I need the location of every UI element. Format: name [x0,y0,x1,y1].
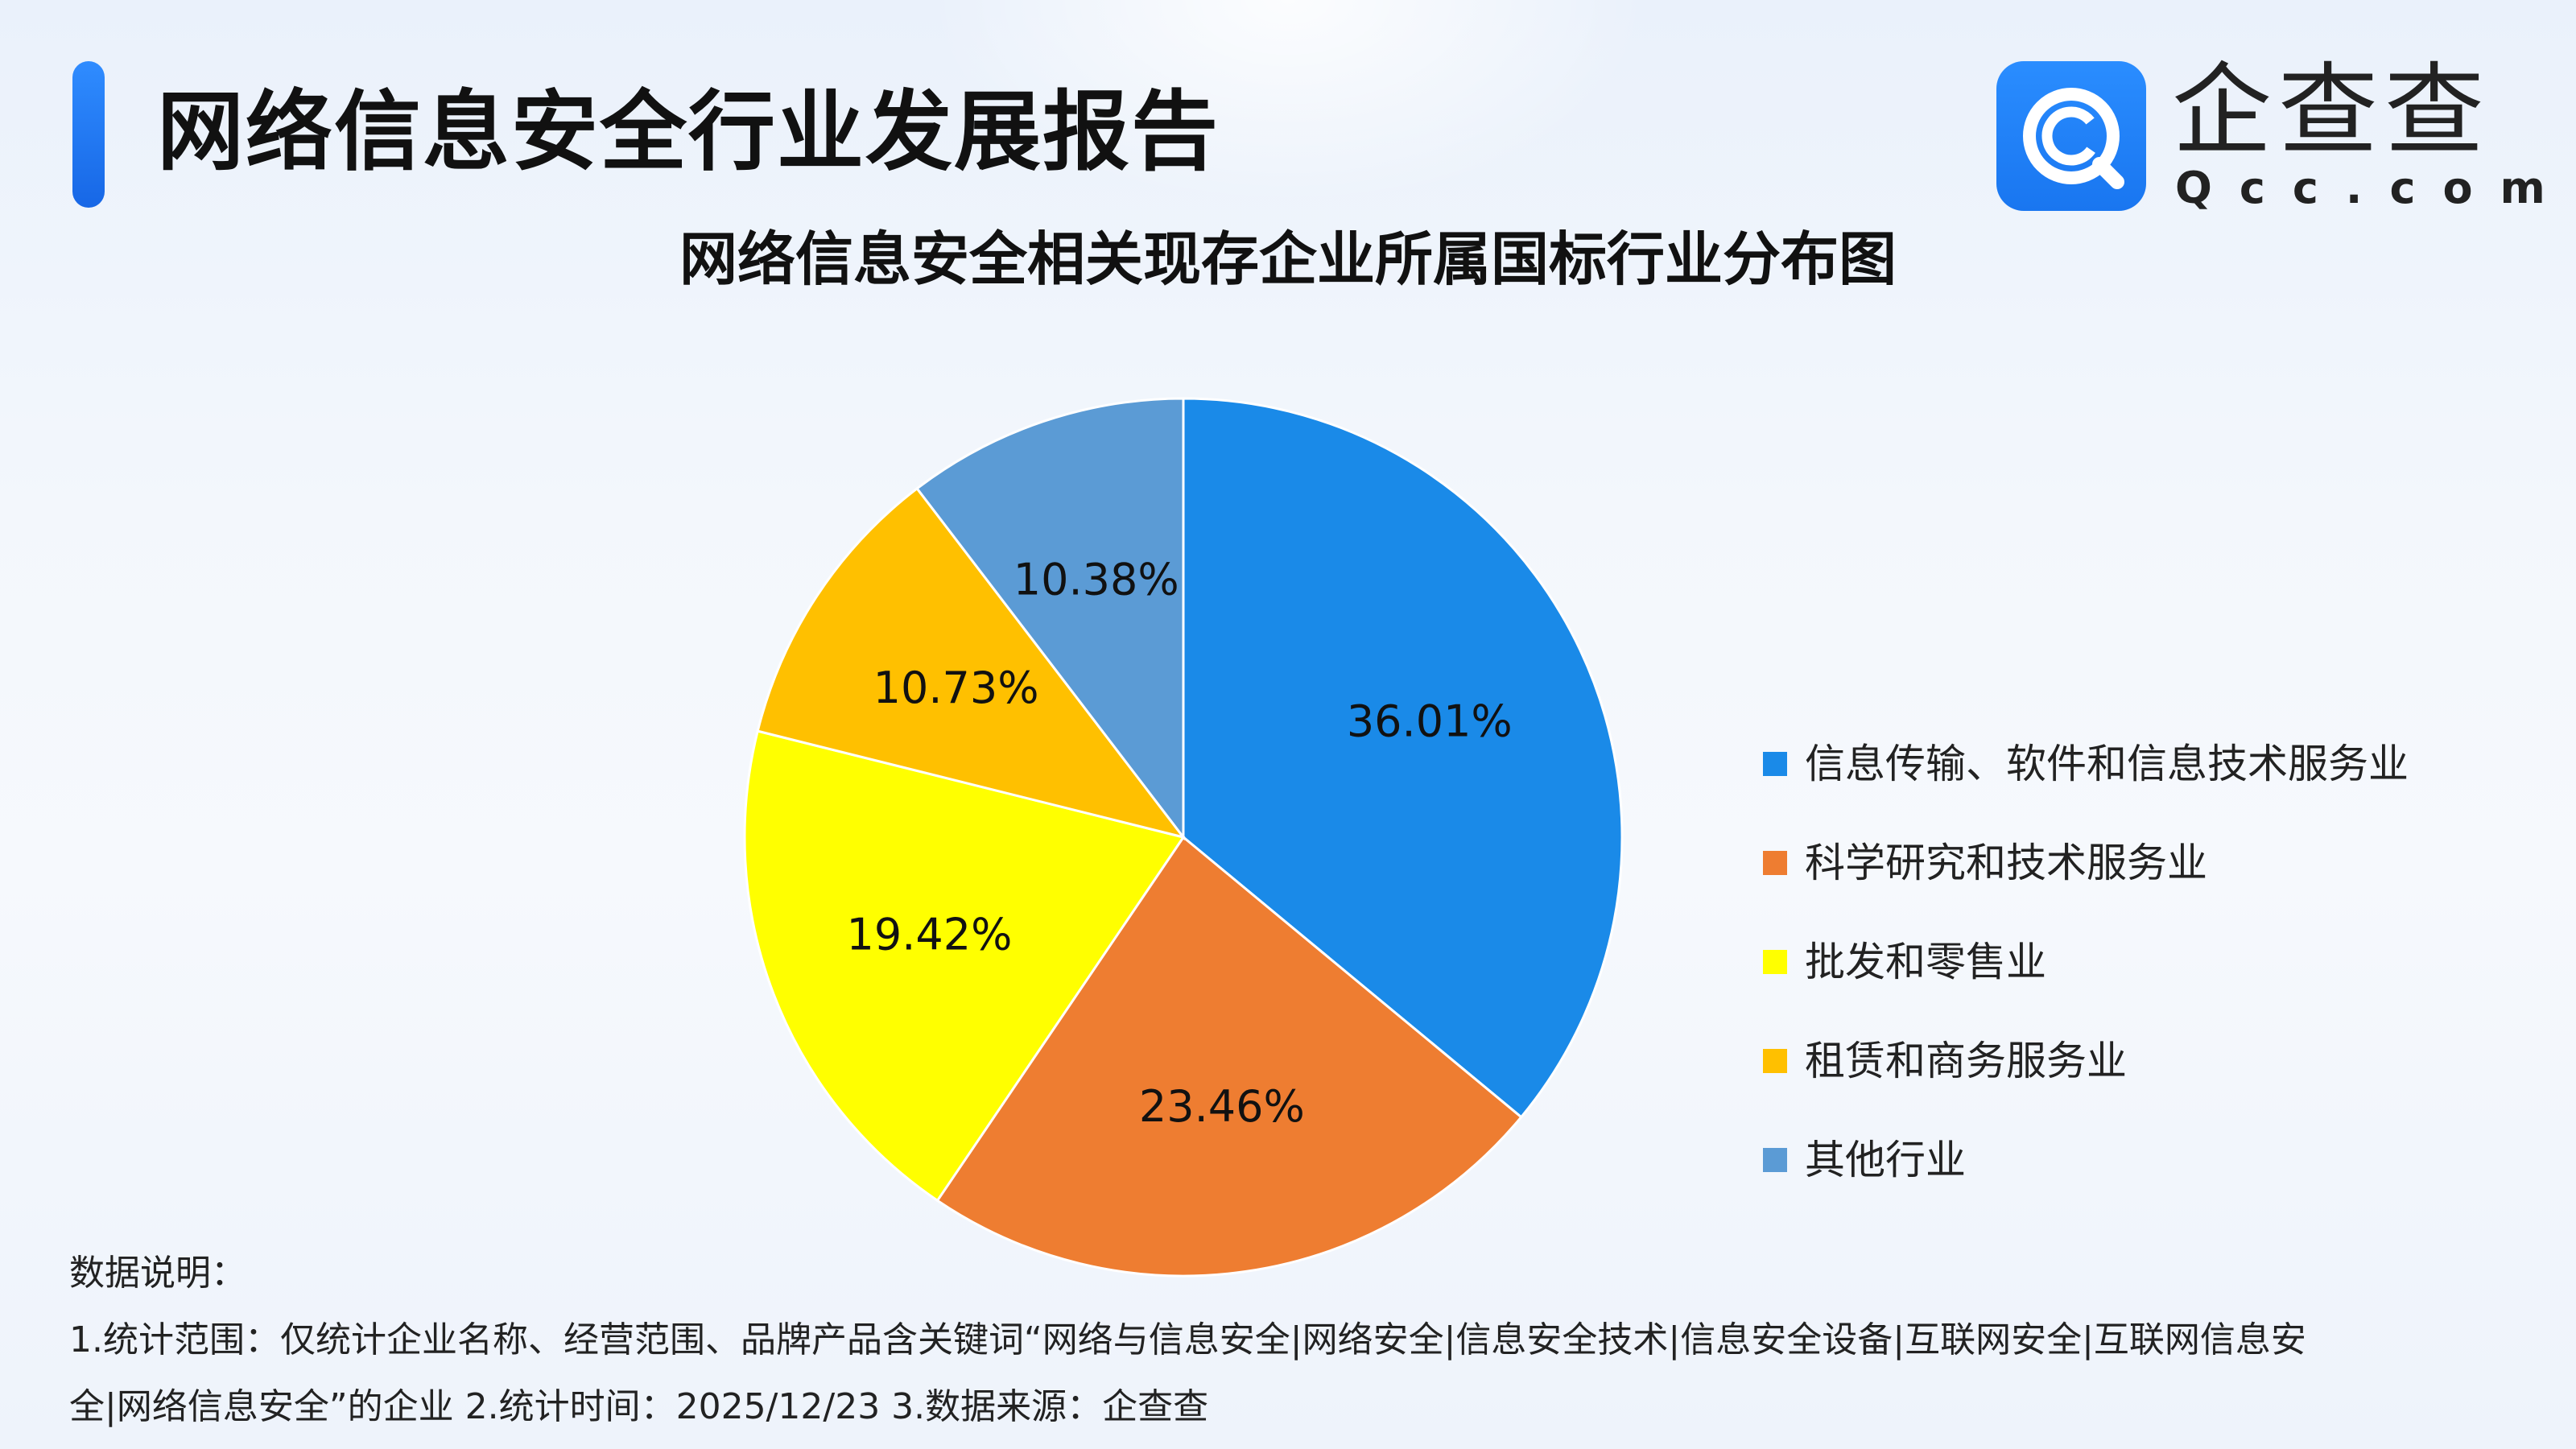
pie-slice [915,397,1185,841]
legend-label: 租赁和商务服务业 [1805,1038,2127,1084]
title-accent-bar [72,61,105,208]
chart-legend: 信息传输、软件和信息技术服务业 科学研究和技术服务业 批发和零售业 租赁和商务服… [1763,715,2560,1210]
logo-name: 企查查 [2172,53,2491,169]
pie-slice [756,486,1187,840]
legend-item: 租赁和商务服务业 [1763,1012,2560,1111]
pie-data-label: 10.38% [1013,554,1179,605]
pie-slice [1182,397,1624,1119]
data-notes: 数据说明： 1.统计范围：仅统计企业名称、经营范围、品牌产品含关键词“网络与信息… [69,1240,2508,1440]
legend-label: 科学研究和技术服务业 [1805,840,2207,886]
page-title: 网络信息安全行业发展报告 [157,82,1220,183]
legend-label: 批发和零售业 [1805,939,2046,985]
pie-slice [935,835,1523,1278]
legend-item: 信息传输、软件和信息技术服务业 [1763,715,2560,814]
notes-line: 1.统计范围：仅统计企业名称、经营范围、品牌产品含关键词“网络与信息安全|网络安… [69,1319,2306,1360]
legend-item: 其他行业 [1763,1111,2560,1210]
notes-heading: 数据说明： [69,1253,246,1294]
legend-swatch [1763,1049,1787,1073]
pie-data-label: 23.46% [1139,1081,1305,1132]
legend-swatch [1763,950,1787,974]
pie-data-label: 19.42% [846,909,1012,960]
qcc-logo: 企查查 Qcc.com [1996,55,2545,213]
legend-item: 批发和零售业 [1763,913,2560,1012]
logo-domain: Qcc.com [2175,163,2573,213]
pie-data-label: 10.73% [873,663,1039,713]
legend-label: 信息传输、软件和信息技术服务业 [1805,741,2409,787]
legend-swatch [1763,752,1787,776]
qcc-magnifier-icon [1996,61,2146,211]
notes-line: 全|网络信息安全”的企业 2.统计时间：2025/12/23 3.数据来源：企查… [69,1386,1209,1427]
legend-label: 其他行业 [1805,1137,1966,1183]
legend-swatch [1763,1148,1787,1172]
legend-swatch [1763,851,1787,875]
legend-item: 科学研究和技术服务业 [1763,814,2560,913]
chart-title: 网络信息安全相关现存企业所属国标行业分布图 [679,225,1897,293]
pie-slice [743,729,1186,1203]
pie-data-label: 36.01% [1347,696,1513,747]
